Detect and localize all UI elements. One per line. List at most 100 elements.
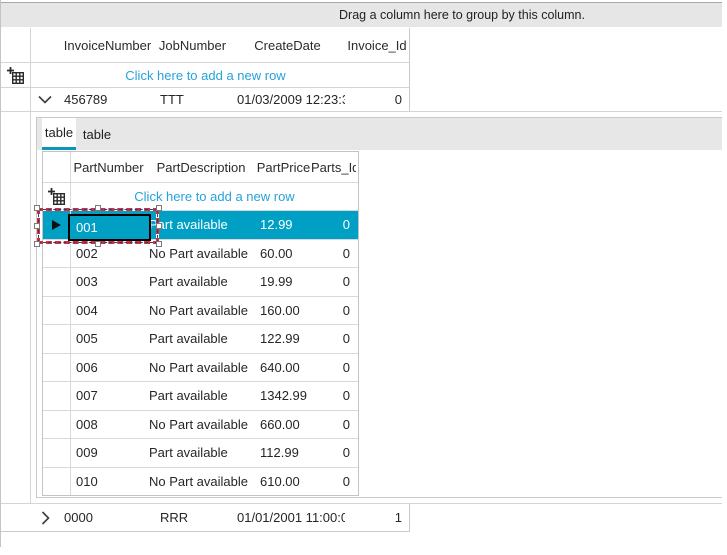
column-header-jobnumber[interactable]: JobNumber — [158, 37, 227, 53]
detail-add-new-row-link[interactable]: Click here to add a new row — [134, 189, 295, 204]
cell-part-number[interactable]: 006 — [76, 359, 98, 375]
cell-parts-id[interactable]: 0 — [342, 302, 350, 318]
table-row[interactable]: 006 No Part available 640.00 0 — [43, 353, 358, 382]
detail-tab-strip: table table — [37, 118, 722, 150]
cell-create-date[interactable]: 01/03/2009 12:23:34 — [237, 92, 345, 107]
cell-part-price[interactable]: 160.00 — [260, 302, 300, 318]
resize-handle-bottom-center[interactable] — [95, 241, 101, 247]
cell-parts-id[interactable]: 0 — [342, 245, 350, 261]
row-indicator-cell — [43, 410, 71, 438]
indicator-column-separator — [30, 28, 31, 531]
cell-part-number[interactable]: 005 — [76, 331, 98, 347]
column-header-createdate[interactable]: CreateDate — [254, 37, 321, 53]
row-indicator-cell — [43, 268, 71, 296]
cell-part-description[interactable]: No Part available — [149, 359, 248, 375]
detail-header-row: PartNumber PartDescription PartPrice Par… — [43, 152, 358, 183]
cell-part-description[interactable]: Part available — [149, 388, 228, 404]
tab-table-1[interactable]: table — [42, 118, 76, 150]
expand-row-button[interactable] — [30, 510, 60, 525]
cell-part-price[interactable]: 640.00 — [260, 359, 300, 375]
cell-part-description[interactable]: No Part available — [149, 302, 248, 318]
table-row[interactable]: 010 No Part available 610.00 0 — [43, 467, 358, 495]
resize-handle-top-right[interactable] — [156, 205, 162, 211]
master-add-new-row-link[interactable]: Click here to add a new row — [125, 67, 286, 83]
cell-part-description[interactable]: Part available — [149, 445, 228, 461]
header-indicator-cell — [1, 28, 30, 62]
cell-selection-adorner[interactable]: 001 — [34, 205, 162, 247]
editor-value: 001 — [76, 220, 98, 235]
cell-parts-id[interactable]: 0 — [342, 274, 350, 290]
cell-parts-id[interactable]: 0 — [342, 359, 350, 375]
cell-part-price[interactable]: 19.99 — [260, 274, 293, 290]
cell-part-number[interactable]: 008 — [76, 416, 98, 432]
resize-handle-bottom-left[interactable] — [34, 241, 40, 247]
row-indicator-cell — [43, 382, 71, 410]
table-row[interactable]: 004 No Part available 160.00 0 — [43, 296, 358, 325]
master-row-456789[interactable]: 456789 TTT 01/03/2009 12:23:34 0 — [1, 88, 409, 111]
resize-handle-bottom-right[interactable] — [156, 241, 162, 247]
cell-parts-id[interactable]: 0 — [342, 416, 350, 432]
header-indicator-cell — [43, 152, 71, 182]
cell-part-price[interactable]: 1342.99 — [260, 388, 307, 404]
cell-job-number[interactable]: RRR — [160, 510, 189, 525]
cell-invoice-id[interactable]: 1 — [394, 510, 402, 525]
cell-part-description[interactable]: No Part available — [149, 245, 248, 261]
column-header-invoicenumber[interactable]: InvoiceNumber — [63, 37, 152, 53]
table-row[interactable]: 002 No Part available 60.00 0 — [43, 239, 358, 268]
cell-part-price[interactable]: 122.99 — [260, 331, 300, 347]
cell-part-description[interactable]: Part available — [149, 217, 228, 233]
divider — [1, 87, 409, 88]
chevron-down-icon — [38, 95, 52, 104]
new-row-indicator-cell — [1, 63, 30, 87]
cell-invoice-number[interactable]: 456789 — [64, 92, 108, 107]
cell-part-price[interactable]: 112.99 — [260, 445, 299, 461]
cell-parts-id[interactable]: 0 — [342, 473, 350, 489]
cell-part-price[interactable]: 610.00 — [260, 473, 300, 489]
resize-handle-middle-right[interactable] — [156, 223, 162, 229]
group-by-panel[interactable]: Drag a column here to group by this colu… — [1, 2, 722, 27]
table-row[interactable]: 009 Part available 112.99 0 — [43, 439, 358, 468]
cell-part-number[interactable]: 003 — [76, 274, 98, 290]
column-header-partprice[interactable]: PartPrice — [256, 159, 311, 175]
cell-part-number[interactable]: 009 — [76, 445, 98, 461]
table-row[interactable]: 007 Part available 1342.99 0 — [43, 382, 358, 411]
column-header-partnumber[interactable]: PartNumber — [73, 159, 144, 175]
cell-part-description[interactable]: Part available — [149, 331, 228, 347]
detail-new-row[interactable]: Click here to add a new row — [43, 183, 358, 211]
resize-handle-top-center[interactable] — [95, 205, 101, 211]
cell-part-description[interactable]: No Part available — [149, 473, 248, 489]
cell-part-description[interactable]: No Part available — [149, 416, 248, 432]
table-row[interactable]: 005 Part available 122.99 0 — [43, 325, 358, 354]
row-indicator-cell — [1, 504, 30, 531]
column-header-invoice-id[interactable]: Invoice_Id — [347, 37, 407, 53]
cell-job-number[interactable]: TTT — [160, 92, 184, 107]
cell-part-number[interactable]: 007 — [76, 388, 98, 404]
cell-invoice-number[interactable]: 0000 — [64, 510, 93, 525]
cell-part-number[interactable]: 004 — [76, 302, 98, 318]
active-cell-editor[interactable]: 001 — [68, 214, 151, 241]
cell-part-price[interactable]: 660.00 — [260, 416, 300, 432]
cell-parts-id[interactable]: 0 — [342, 445, 350, 461]
table-row[interactable]: 003 Part available 19.99 0 — [43, 268, 358, 297]
cell-parts-id[interactable]: 0 — [342, 217, 350, 233]
cell-part-description[interactable]: Part available — [149, 274, 228, 290]
resize-handle-top-left[interactable] — [34, 205, 40, 211]
tab-table-2[interactable]: table — [80, 118, 114, 150]
master-new-row[interactable]: Click here to add a new row — [1, 63, 409, 87]
cell-part-price[interactable]: 12.99 — [260, 217, 293, 233]
collapse-row-button[interactable] — [30, 95, 60, 104]
column-header-partdescription[interactable]: PartDescription — [156, 159, 246, 175]
detail-rows: Part available 12.99 0 002 No Part avail… — [43, 211, 358, 495]
cell-part-number[interactable]: 010 — [76, 473, 98, 489]
cell-parts-id[interactable]: 0 — [342, 388, 350, 404]
cell-invoice-id[interactable]: 0 — [394, 92, 402, 107]
cell-create-date[interactable]: 01/01/2001 11:00:00 — [237, 510, 345, 525]
master-row-0000[interactable]: 0000 RRR 01/01/2001 11:00:00 1 — [1, 504, 409, 531]
cell-part-price[interactable]: 60.00 — [260, 245, 293, 261]
resize-handle-middle-left[interactable] — [34, 223, 40, 229]
cell-parts-id[interactable]: 0 — [342, 331, 350, 347]
column-header-parts-id[interactable]: Parts_Id — [311, 159, 356, 175]
table-row[interactable]: 008 No Part available 660.00 0 — [43, 410, 358, 439]
cell-part-number[interactable]: 002 — [76, 245, 98, 261]
